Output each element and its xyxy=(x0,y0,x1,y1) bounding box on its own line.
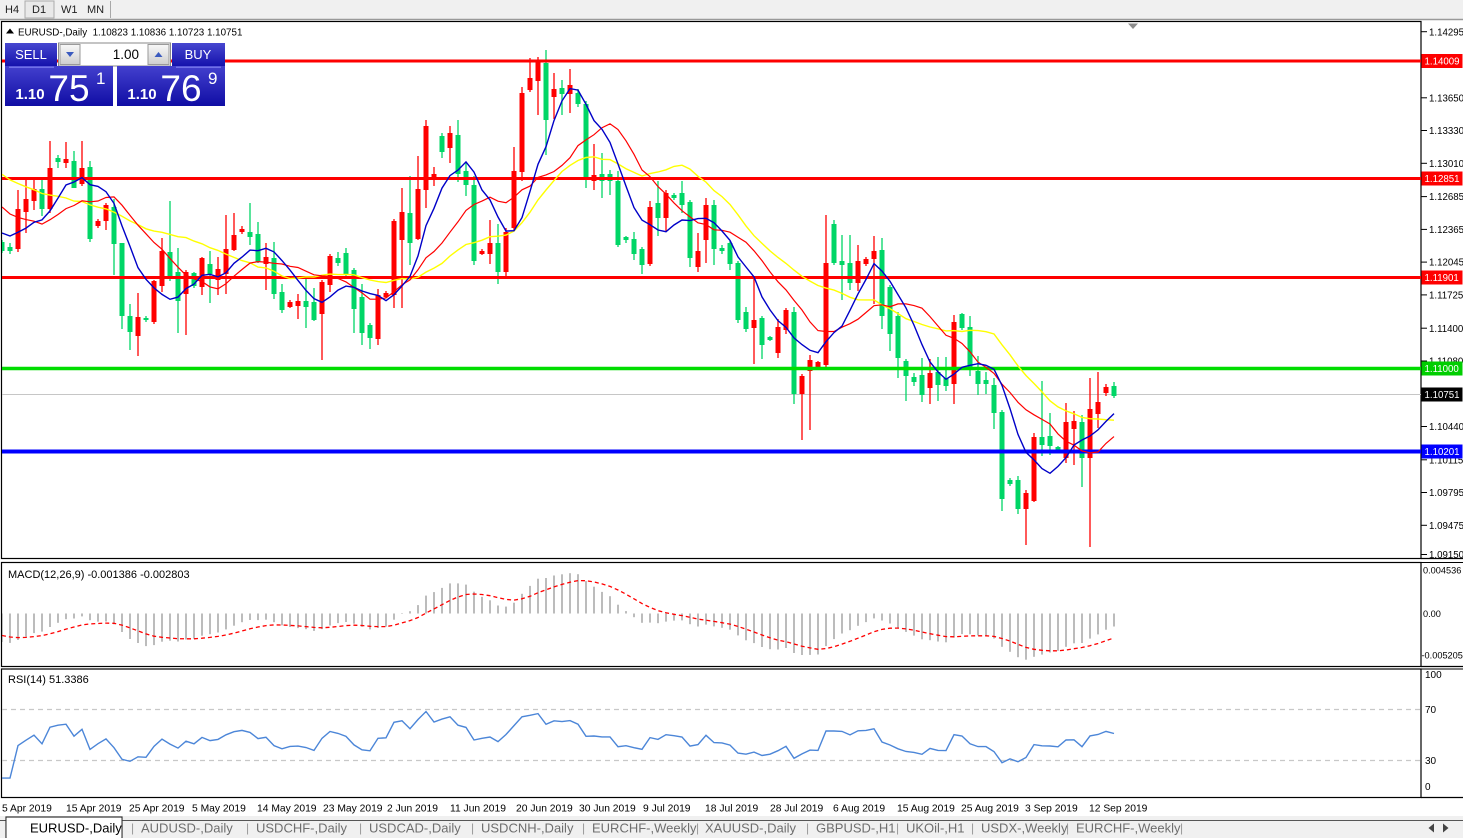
svg-text:W1: W1 xyxy=(61,4,78,16)
svg-text:EURCHF-,Weekly: EURCHF-,Weekly xyxy=(592,821,697,836)
svg-text:11 Jun 2019: 11 Jun 2019 xyxy=(450,804,506,815)
svg-text:9 Jul 2019: 9 Jul 2019 xyxy=(643,804,691,815)
svg-text:1.10: 1.10 xyxy=(127,86,156,103)
svg-text:15 Apr 2019: 15 Apr 2019 xyxy=(66,804,122,815)
svg-text:GBPUSD-,H1: GBPUSD-,H1 xyxy=(816,821,895,836)
svg-text:UKOil-,H1: UKOil-,H1 xyxy=(906,821,965,836)
svg-text:0.004536: 0.004536 xyxy=(1423,566,1461,576)
svg-text:0: 0 xyxy=(1425,782,1431,793)
svg-text:1.00: 1.00 xyxy=(113,47,139,62)
svg-text:AUDUSD-,Daily: AUDUSD-,Daily xyxy=(141,821,233,836)
svg-text:1.13330: 1.13330 xyxy=(1429,126,1463,137)
svg-text:|: | xyxy=(896,821,899,835)
svg-text:6 Aug 2019: 6 Aug 2019 xyxy=(833,804,885,815)
svg-text:EURUSD-,Daily 1.10823 1.10836: EURUSD-,Daily 1.10823 1.10836 1.10723 1.… xyxy=(18,28,242,39)
svg-text:25 Aug 2019: 25 Aug 2019 xyxy=(961,804,1019,815)
svg-text:3 Sep 2019: 3 Sep 2019 xyxy=(1025,804,1078,815)
svg-text:BUY: BUY xyxy=(185,47,212,62)
svg-text:|: | xyxy=(1066,821,1069,835)
svg-text:1.11901: 1.11901 xyxy=(1425,273,1459,284)
svg-text:1.13010: 1.13010 xyxy=(1429,159,1463,170)
svg-text:D1: D1 xyxy=(32,4,46,16)
svg-text:-0.005205: -0.005205 xyxy=(1422,651,1463,661)
svg-text:RSI(14) 51.3386: RSI(14) 51.3386 xyxy=(8,674,89,686)
svg-text:1.10201: 1.10201 xyxy=(1425,447,1460,458)
svg-text:25 Apr 2019: 25 Apr 2019 xyxy=(129,804,185,815)
svg-text:12 Sep 2019: 12 Sep 2019 xyxy=(1089,804,1148,815)
svg-text:75: 75 xyxy=(48,68,89,109)
svg-text:18 Jul 2019: 18 Jul 2019 xyxy=(705,804,759,815)
svg-text:EURCHF-,Weekly: EURCHF-,Weekly xyxy=(1076,821,1181,836)
svg-text:MN: MN xyxy=(87,4,104,16)
svg-text:|: | xyxy=(696,821,699,835)
svg-text:1.09475: 1.09475 xyxy=(1429,521,1463,532)
svg-text:|: | xyxy=(806,821,809,835)
svg-text:|: | xyxy=(1180,821,1183,835)
svg-text:|: | xyxy=(971,821,974,835)
svg-text:MACD(12,26,9) -0.001386 -0.002: MACD(12,26,9) -0.001386 -0.002803 xyxy=(8,569,190,581)
svg-text:1.10440: 1.10440 xyxy=(1429,422,1463,433)
svg-text:USDCAD-,Daily: USDCAD-,Daily xyxy=(369,821,461,836)
svg-text:20 Jun 2019: 20 Jun 2019 xyxy=(516,804,573,815)
svg-text:1.14009: 1.14009 xyxy=(1425,57,1460,68)
svg-text:H4: H4 xyxy=(5,4,19,16)
svg-text:1.14295: 1.14295 xyxy=(1429,27,1463,38)
svg-text:|: | xyxy=(359,821,362,835)
svg-text:1.11725: 1.11725 xyxy=(1429,291,1463,302)
svg-text:USDCHF-,Daily: USDCHF-,Daily xyxy=(256,821,348,836)
svg-text:5 Apr 2019: 5 Apr 2019 xyxy=(2,804,52,815)
svg-text:1.13650: 1.13650 xyxy=(1429,93,1463,104)
svg-text:30 Jun 2019: 30 Jun 2019 xyxy=(579,804,636,815)
svg-text:USDCNH-,Daily: USDCNH-,Daily xyxy=(481,821,574,836)
svg-text:1.10751: 1.10751 xyxy=(1425,390,1460,401)
svg-text:|: | xyxy=(131,821,134,835)
svg-text:1.11000: 1.11000 xyxy=(1425,364,1460,375)
svg-text:70: 70 xyxy=(1425,705,1437,716)
svg-text:1.10: 1.10 xyxy=(15,86,44,103)
svg-text:28 Jul 2019: 28 Jul 2019 xyxy=(770,804,824,815)
svg-text:14 May 2019: 14 May 2019 xyxy=(257,804,317,815)
svg-text:|: | xyxy=(246,821,249,835)
svg-text:1.12685: 1.12685 xyxy=(1429,192,1463,203)
svg-text:23 May 2019: 23 May 2019 xyxy=(323,804,383,815)
svg-text:1.12851: 1.12851 xyxy=(1425,174,1460,185)
svg-text:1.10115: 1.10115 xyxy=(1429,455,1463,466)
svg-text:1.11400: 1.11400 xyxy=(1429,324,1463,335)
svg-text:XAUUSD-,Daily: XAUUSD-,Daily xyxy=(705,821,797,836)
svg-text:30: 30 xyxy=(1425,756,1437,767)
svg-text:100: 100 xyxy=(1425,670,1442,681)
svg-text:0.00: 0.00 xyxy=(1423,609,1441,619)
svg-text:1.09795: 1.09795 xyxy=(1429,488,1463,499)
svg-text:1.12045: 1.12045 xyxy=(1429,258,1463,269)
svg-text:|: | xyxy=(471,821,474,835)
svg-text:1: 1 xyxy=(96,69,105,88)
svg-text:USDX-,Weekly: USDX-,Weekly xyxy=(981,821,1068,836)
svg-text:SELL: SELL xyxy=(15,47,47,62)
svg-text:15 Aug 2019: 15 Aug 2019 xyxy=(897,804,955,815)
svg-text:EURUSD-,Daily: EURUSD-,Daily xyxy=(30,821,122,836)
svg-text:2 Jun 2019: 2 Jun 2019 xyxy=(387,804,438,815)
svg-text:1.09150: 1.09150 xyxy=(1429,550,1463,561)
svg-text:76: 76 xyxy=(160,68,201,109)
svg-text:1.12365: 1.12365 xyxy=(1429,225,1463,236)
svg-text:5 May 2019: 5 May 2019 xyxy=(192,804,246,815)
svg-text:9: 9 xyxy=(208,69,217,88)
svg-text:|: | xyxy=(582,821,585,835)
